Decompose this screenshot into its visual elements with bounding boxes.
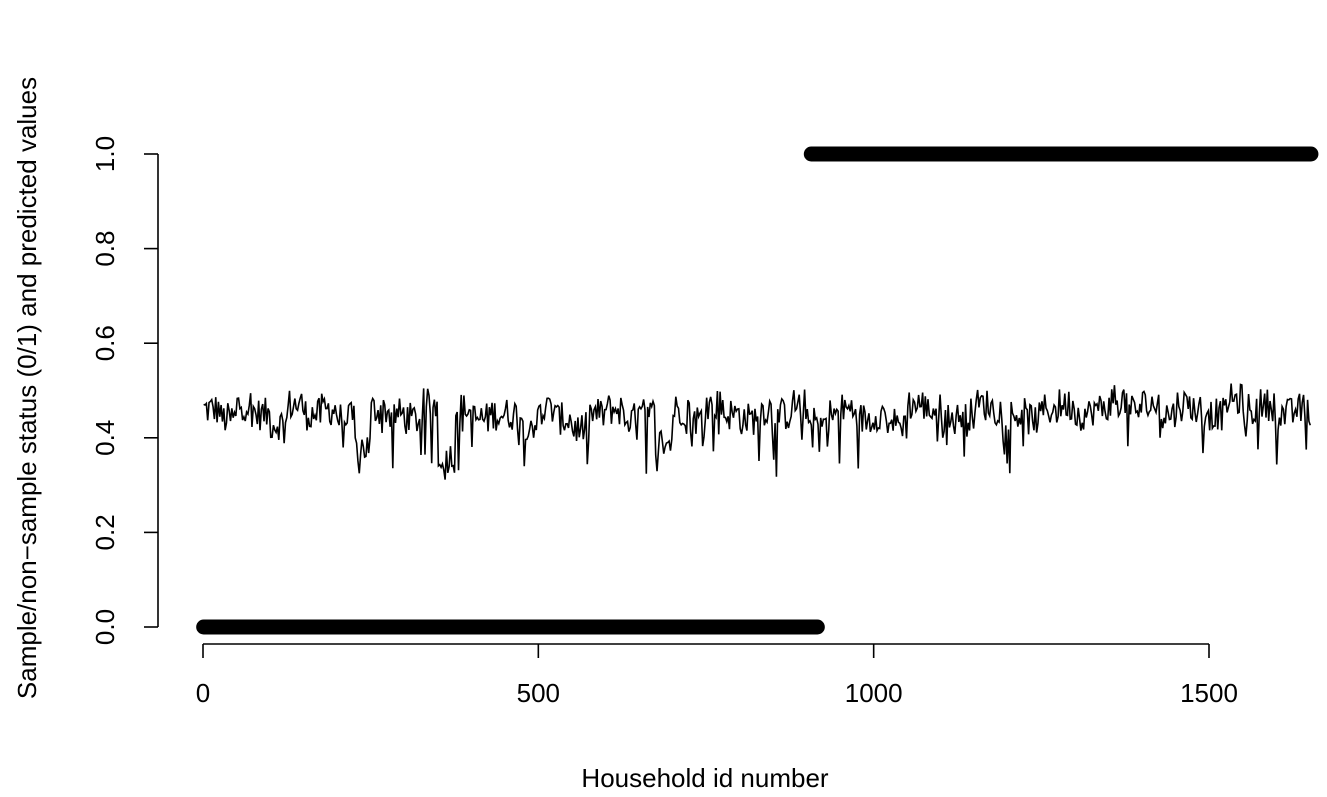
y-tick-label: 1.0 (90, 136, 120, 172)
x-axis: 0 500 1000 1500 (196, 643, 1238, 708)
y-tick-label: 0.2 (90, 514, 120, 550)
y-axis: 0.0 0.2 0.4 0.6 0.8 1.0 (90, 136, 159, 645)
x-axis-title: Household id number (581, 763, 828, 793)
status-points (196, 146, 1319, 635)
y-tick-label: 0.0 (90, 609, 120, 645)
predicted-line (203, 383, 1312, 480)
y-tick-label: 0.6 (90, 325, 120, 361)
x-tick-label: 500 (517, 678, 560, 708)
y-tick-label: 0.8 (90, 231, 120, 267)
y-axis-title: Sample/non−sample status (0/1) and predi… (12, 77, 42, 699)
predicted-values-line (203, 383, 1312, 480)
x-tick-label: 0 (196, 678, 210, 708)
x-tick-label: 1500 (1180, 678, 1238, 708)
y-tick-label: 0.4 (90, 420, 120, 456)
x-tick-label: 1000 (845, 678, 903, 708)
